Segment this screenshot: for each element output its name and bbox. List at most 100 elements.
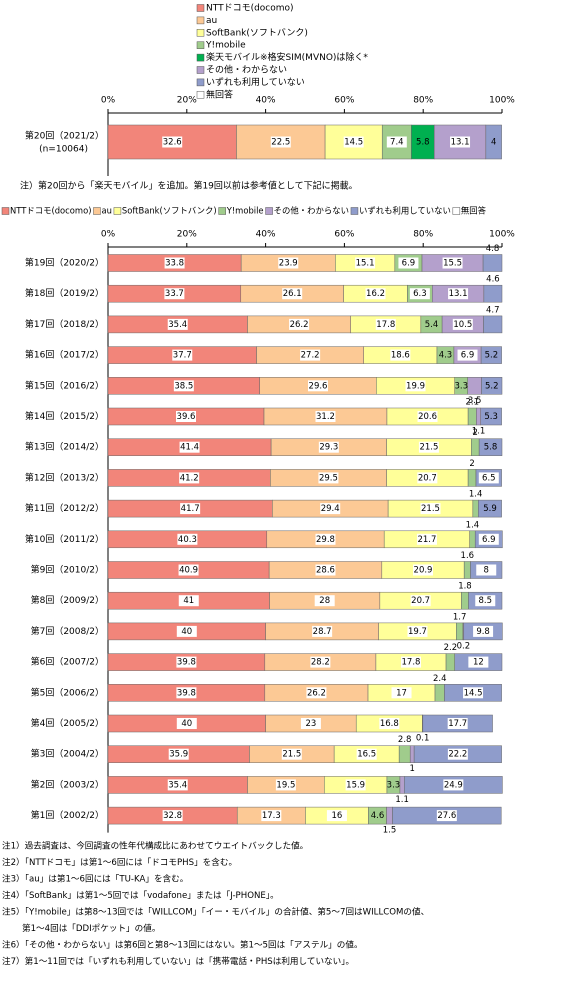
note: 注5）「Y!mobile」は第8～13回では「WILLCOM」「イー・モバイル」… — [2, 906, 429, 918]
category-label: 第2回（2003/2） — [31, 778, 104, 790]
value-label-bg — [162, 136, 183, 148]
value-label: 27.2 — [301, 351, 320, 361]
value-label: 5.2 — [485, 351, 499, 361]
value-label: 17.8 — [402, 658, 421, 668]
value-label: 1.7 — [453, 612, 467, 622]
value-label: 1.5 — [383, 826, 397, 836]
value-label: 2.4 — [433, 674, 447, 684]
bar-segment — [463, 561, 471, 579]
value-label-bg — [450, 136, 471, 148]
value-label: 19.5 — [276, 780, 295, 790]
value-label-bg — [164, 288, 185, 300]
value-label: 1.8 — [458, 582, 472, 592]
category-label: 第15回（2016/2） — [25, 379, 104, 391]
value-label: 5.8 — [484, 443, 498, 453]
value-label: 28.7 — [313, 627, 332, 637]
value-label: 17 — [396, 688, 407, 698]
legend-swatch — [196, 4, 205, 12]
value-label: 17.8 — [376, 320, 395, 330]
legend-label: その他・わからない — [274, 206, 349, 216]
category-label: 第8回（2009/2） — [31, 594, 104, 606]
value-label-bg — [282, 288, 303, 300]
value-label: 33.8 — [165, 259, 184, 269]
value-label: 31.2 — [316, 412, 335, 422]
note: 注3）「au」は第1～6回には「TU-KA」を含む。 — [2, 873, 188, 885]
value-label: 20.9 — [414, 566, 433, 576]
value-label-bg — [318, 441, 339, 453]
value-label: 32.6 — [163, 138, 182, 148]
value-label: 26.1 — [283, 289, 302, 299]
note: 注4）「SoftBank」は第1～5回では「vodafone」または「J-PHO… — [2, 889, 279, 901]
value-label: 5.9 — [483, 504, 497, 514]
legend-swatch — [93, 207, 101, 215]
category-label: 第12回（2013/2） — [25, 471, 104, 483]
value-label-bg — [178, 564, 199, 576]
legend-label: いずれも利用していない — [206, 76, 305, 88]
value-label: 29.4 — [321, 504, 340, 514]
value-label: 15.5 — [443, 259, 462, 269]
x-tick-label: 40% — [256, 96, 276, 106]
value-label: 27.6 — [437, 811, 456, 821]
value-label: 39.6 — [177, 412, 196, 422]
value-label: 5.2 — [485, 381, 499, 391]
value-label: 4.6 — [371, 811, 385, 821]
value-label-bg — [478, 472, 499, 484]
value-label-bg — [176, 656, 197, 668]
sample-label: (n=10064) — [39, 145, 88, 155]
value-label-bg — [320, 503, 341, 515]
value-label: 24.9 — [444, 780, 463, 790]
value-label: 16.5 — [357, 750, 376, 760]
x-tick-label: 20% — [177, 230, 197, 240]
value-label: 6.9 — [482, 535, 496, 545]
category-label: 第16回（2017/2） — [25, 349, 104, 361]
value-label: 5.3 — [484, 412, 498, 422]
value-label: 19.7 — [408, 627, 427, 637]
value-label: 1.4 — [469, 490, 483, 500]
value-label: 23.9 — [279, 259, 298, 269]
value-label: 21.5 — [421, 504, 440, 514]
x-tick-label: 40% — [256, 230, 276, 240]
value-label-bg — [179, 441, 200, 453]
value-label-bg — [418, 441, 439, 453]
legend-label: au — [101, 206, 111, 216]
value-label-bg — [289, 318, 310, 330]
legend-label: 楽天モバイル※格安SIM(MVNO)は除く* — [206, 51, 368, 63]
value-label: 21.5 — [419, 443, 438, 453]
bar-segment — [471, 438, 480, 456]
value-label: 12 — [473, 658, 484, 668]
value-label-bg — [473, 625, 494, 637]
value-label-bg — [356, 748, 377, 760]
value-label: 3.5 — [468, 396, 482, 406]
bar-segment — [386, 806, 393, 825]
value-label-bg — [275, 779, 296, 791]
legend-swatch — [113, 207, 122, 215]
category-label: 第10回（2011/2） — [25, 533, 104, 545]
category-label: 第3回（2004/2） — [31, 748, 104, 760]
legend-swatch — [218, 207, 226, 215]
value-label-bg — [173, 380, 194, 392]
value-label: 41.7 — [181, 504, 200, 514]
note: 注1）過去調査は、今回調査の性年代構成比にあわせてウエイトバックした値。 — [2, 840, 308, 852]
category-label: 第19回（2020/2） — [25, 257, 104, 269]
note: 注2）「NTTドコモ」は第1～6回には「ドコモPHS」を含む。 — [2, 856, 237, 868]
value-label-bg — [176, 411, 197, 422]
legend-label: 無回答 — [206, 88, 233, 100]
bar-segment — [472, 499, 479, 518]
value-label-bg — [390, 349, 411, 361]
category-label: 第6回（2007/2） — [31, 656, 104, 668]
value-label: 20.6 — [418, 412, 437, 422]
value-label-bg — [478, 533, 499, 545]
value-label: 20.7 — [411, 596, 430, 606]
value-label-bg — [306, 687, 327, 699]
bar-segment — [398, 745, 411, 763]
value-label: 22.2 — [448, 750, 467, 760]
value-label-bg — [314, 595, 335, 607]
value-label-bg — [162, 810, 183, 822]
value-label: 20.7 — [418, 473, 437, 483]
legend-swatch — [196, 78, 205, 87]
value-label: 7.4 — [390, 138, 404, 148]
value-label: 37.7 — [173, 351, 192, 361]
value-label-bg — [398, 257, 419, 269]
value-label-bg — [178, 595, 199, 607]
legend-label: SoftBank(ソフトバンク) — [206, 27, 308, 38]
